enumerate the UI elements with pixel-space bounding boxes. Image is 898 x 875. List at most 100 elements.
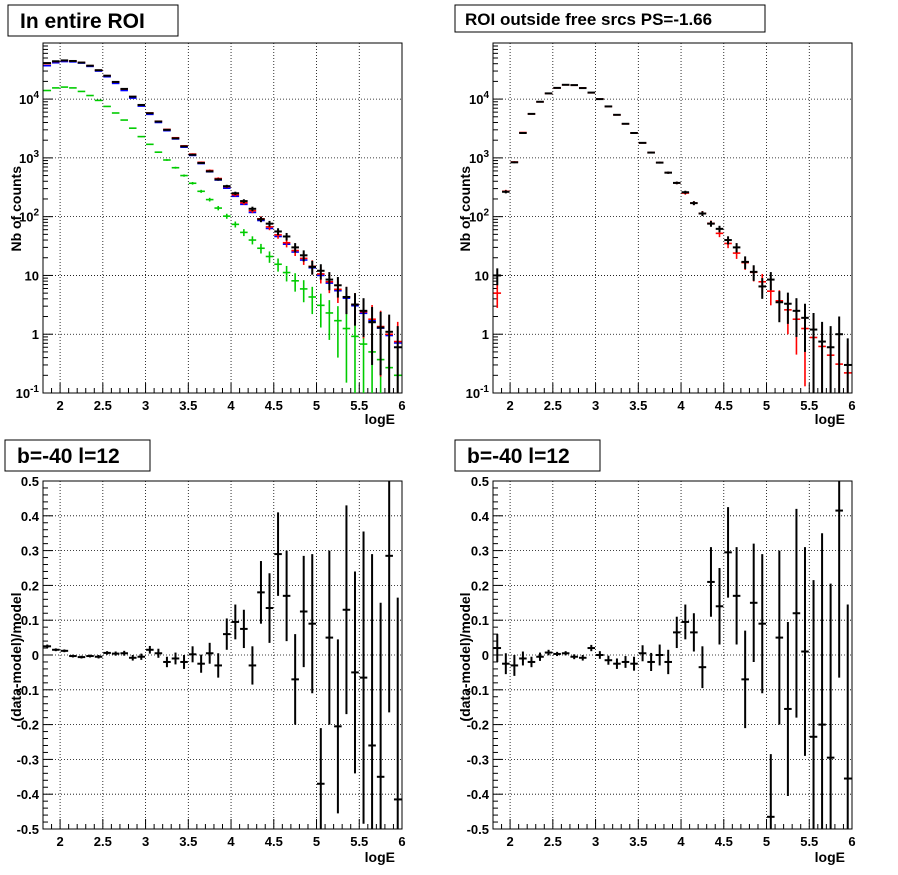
panel-title: In entire ROI [20,10,145,33]
x-tick-label: 5 [313,398,320,413]
x-tick-label: 4 [677,834,685,849]
x-tick-label: 4 [227,834,235,849]
panel-residuals-right: 2 2.5 3 3.5 4 4.5 5 5.5 6 -0.5 -0.4 -0.3 -0.2 -0.1 0 0.… [454,439,856,865]
x-tick-label: 5.5 [350,398,368,413]
x-tick-label: 2 [56,398,63,413]
x-tick-label: 4.5 [715,834,733,849]
y-tick-label: -0.2 [17,718,39,733]
x-tick-label: 4.5 [265,398,283,413]
y-tick-label: 104 [469,90,489,107]
data-series [43,86,402,393]
title-box [454,4,766,33]
y-tick-label: 0 [482,648,489,663]
y-tick-label: 104 [19,90,39,107]
y-tick-label: 103 [469,149,489,166]
y-tick-label: -0.3 [17,752,39,767]
y-tick-label: 0 [32,648,39,663]
y-tick-label: -0.4 [17,787,40,802]
x-axis-label: logE [365,849,395,865]
x-tick-label: 5.5 [800,834,818,849]
y-tick-label: 102 [469,208,489,225]
x-tick-label: 4 [227,398,235,413]
x-tick-label: 2.5 [544,398,562,413]
y-tick-label: -0.1 [17,683,39,698]
x-tick-label: 3 [592,398,599,413]
x-tick-label: 3.5 [629,398,647,413]
panel-entire-roi: 2 2.5 3 3.5 4 4.5 5 5.5 6 10-1 1 10 102 103 104 In ent… [7,4,406,427]
x-axis-label: logE [815,411,845,427]
x-tick-label: 3.5 [179,834,197,849]
y-tick-label: 1 [482,327,489,342]
x-tick-label: 5 [313,834,320,849]
y-tick-label: -0.3 [467,752,489,767]
y-tick-label: 1 [32,327,39,342]
x-tick-label: 2 [506,398,513,413]
y-tick-label: 0.1 [471,613,489,628]
panel-title: b=-40 l=12 [17,445,120,468]
title-box [4,439,151,472]
y-tick-label: 102 [19,208,39,225]
x-tick-label: 4.5 [715,398,733,413]
x-tick-label: 6 [398,398,405,413]
y-tick-label: -0.5 [17,822,39,837]
panel-title: ROI outside free srcs PS=-1.66 [465,10,712,29]
x-tick-label: 2.5 [94,398,112,413]
y-tick-label: 0.2 [21,578,39,593]
y-tick-label: 103 [19,149,39,166]
title-box [454,439,601,472]
y-tick-label: -0.2 [467,718,489,733]
x-tick-label: 4 [677,398,685,413]
data-series [43,59,402,393]
y-tick-label: 0.1 [21,613,39,628]
y-tick-label: -0.4 [467,787,490,802]
x-tick-label: 3 [592,834,599,849]
plot-frame: 2 2.5 3 3.5 4 4.5 5 5.5 6 -0.5 -0.4 -0.3 -0.2 -0.1 0 0.… [467,474,856,849]
x-tick-label: 5 [763,834,770,849]
plot-frame: 2 2.5 3 3.5 4 4.5 5 5.5 6 10-1 1 10 102 103 104 [466,42,856,413]
x-tick-label: 2 [506,834,513,849]
panel-outside-free-srcs: 2 2.5 3 3.5 4 4.5 5 5.5 6 10-1 1 10 102 103 104 ROI ou… [454,4,856,427]
x-tick-label: 5.5 [350,834,368,849]
x-tick-label: 6 [848,834,855,849]
x-tick-label: 6 [848,398,855,413]
y-tick-label: -0.5 [467,822,489,837]
x-tick-label: 6 [398,834,405,849]
plot-frame: 2 2.5 3 3.5 4 4.5 5 5.5 6 10-1 1 10 102 103 104 [16,42,406,413]
y-axis-label: Nb of counts [457,166,473,252]
x-tick-label: 5 [763,398,770,413]
y-tick-label: 10 [475,268,489,283]
x-axis-label: logE [365,411,395,427]
title-box [7,4,179,37]
data-series [43,481,402,829]
x-tick-label: 2 [56,834,63,849]
y-tick-label: 0.3 [21,544,39,559]
x-tick-label: 3 [142,398,149,413]
y-tick-label: 10-1 [16,384,40,401]
y-tick-label: 0.3 [471,544,489,559]
panel-title: b=-40 l=12 [467,445,570,468]
x-tick-label: 2.5 [544,834,562,849]
y-axis-label: (data-model)/model [457,592,473,721]
x-tick-label: 3.5 [179,398,197,413]
y-tick-label: 0.5 [21,474,39,489]
y-tick-label: 0.4 [471,509,490,524]
y-tick-label: -0.1 [467,683,489,698]
data-series [493,83,852,393]
y-axis-label: (data-model)/model [8,592,24,721]
x-tick-label: 2.5 [94,834,112,849]
y-tick-label: 0.4 [21,509,40,524]
y-tick-label: 10 [25,268,39,283]
y-tick-label: 0.5 [471,474,489,489]
data-series [493,481,852,829]
panel-residuals-left: 2 2.5 3 3.5 4 4.5 5 5.5 6 -0.5 -0.4 -0.3 -0.2 -0.1 0 0.… [4,439,406,865]
y-tick-label: 0.2 [471,578,489,593]
y-tick-label: 10-1 [466,384,490,401]
x-tick-label: 3.5 [629,834,647,849]
x-axis-label: logE [815,849,845,865]
y-axis-label: Nb of counts [8,166,24,252]
plot-frame: 2 2.5 3 3.5 4 4.5 5 5.5 6 -0.5 -0.4 -0.3 -0.2 -0.1 0 0.… [17,474,406,849]
x-tick-label: 4.5 [265,834,283,849]
x-tick-label: 5.5 [800,398,818,413]
x-tick-label: 3 [142,834,149,849]
